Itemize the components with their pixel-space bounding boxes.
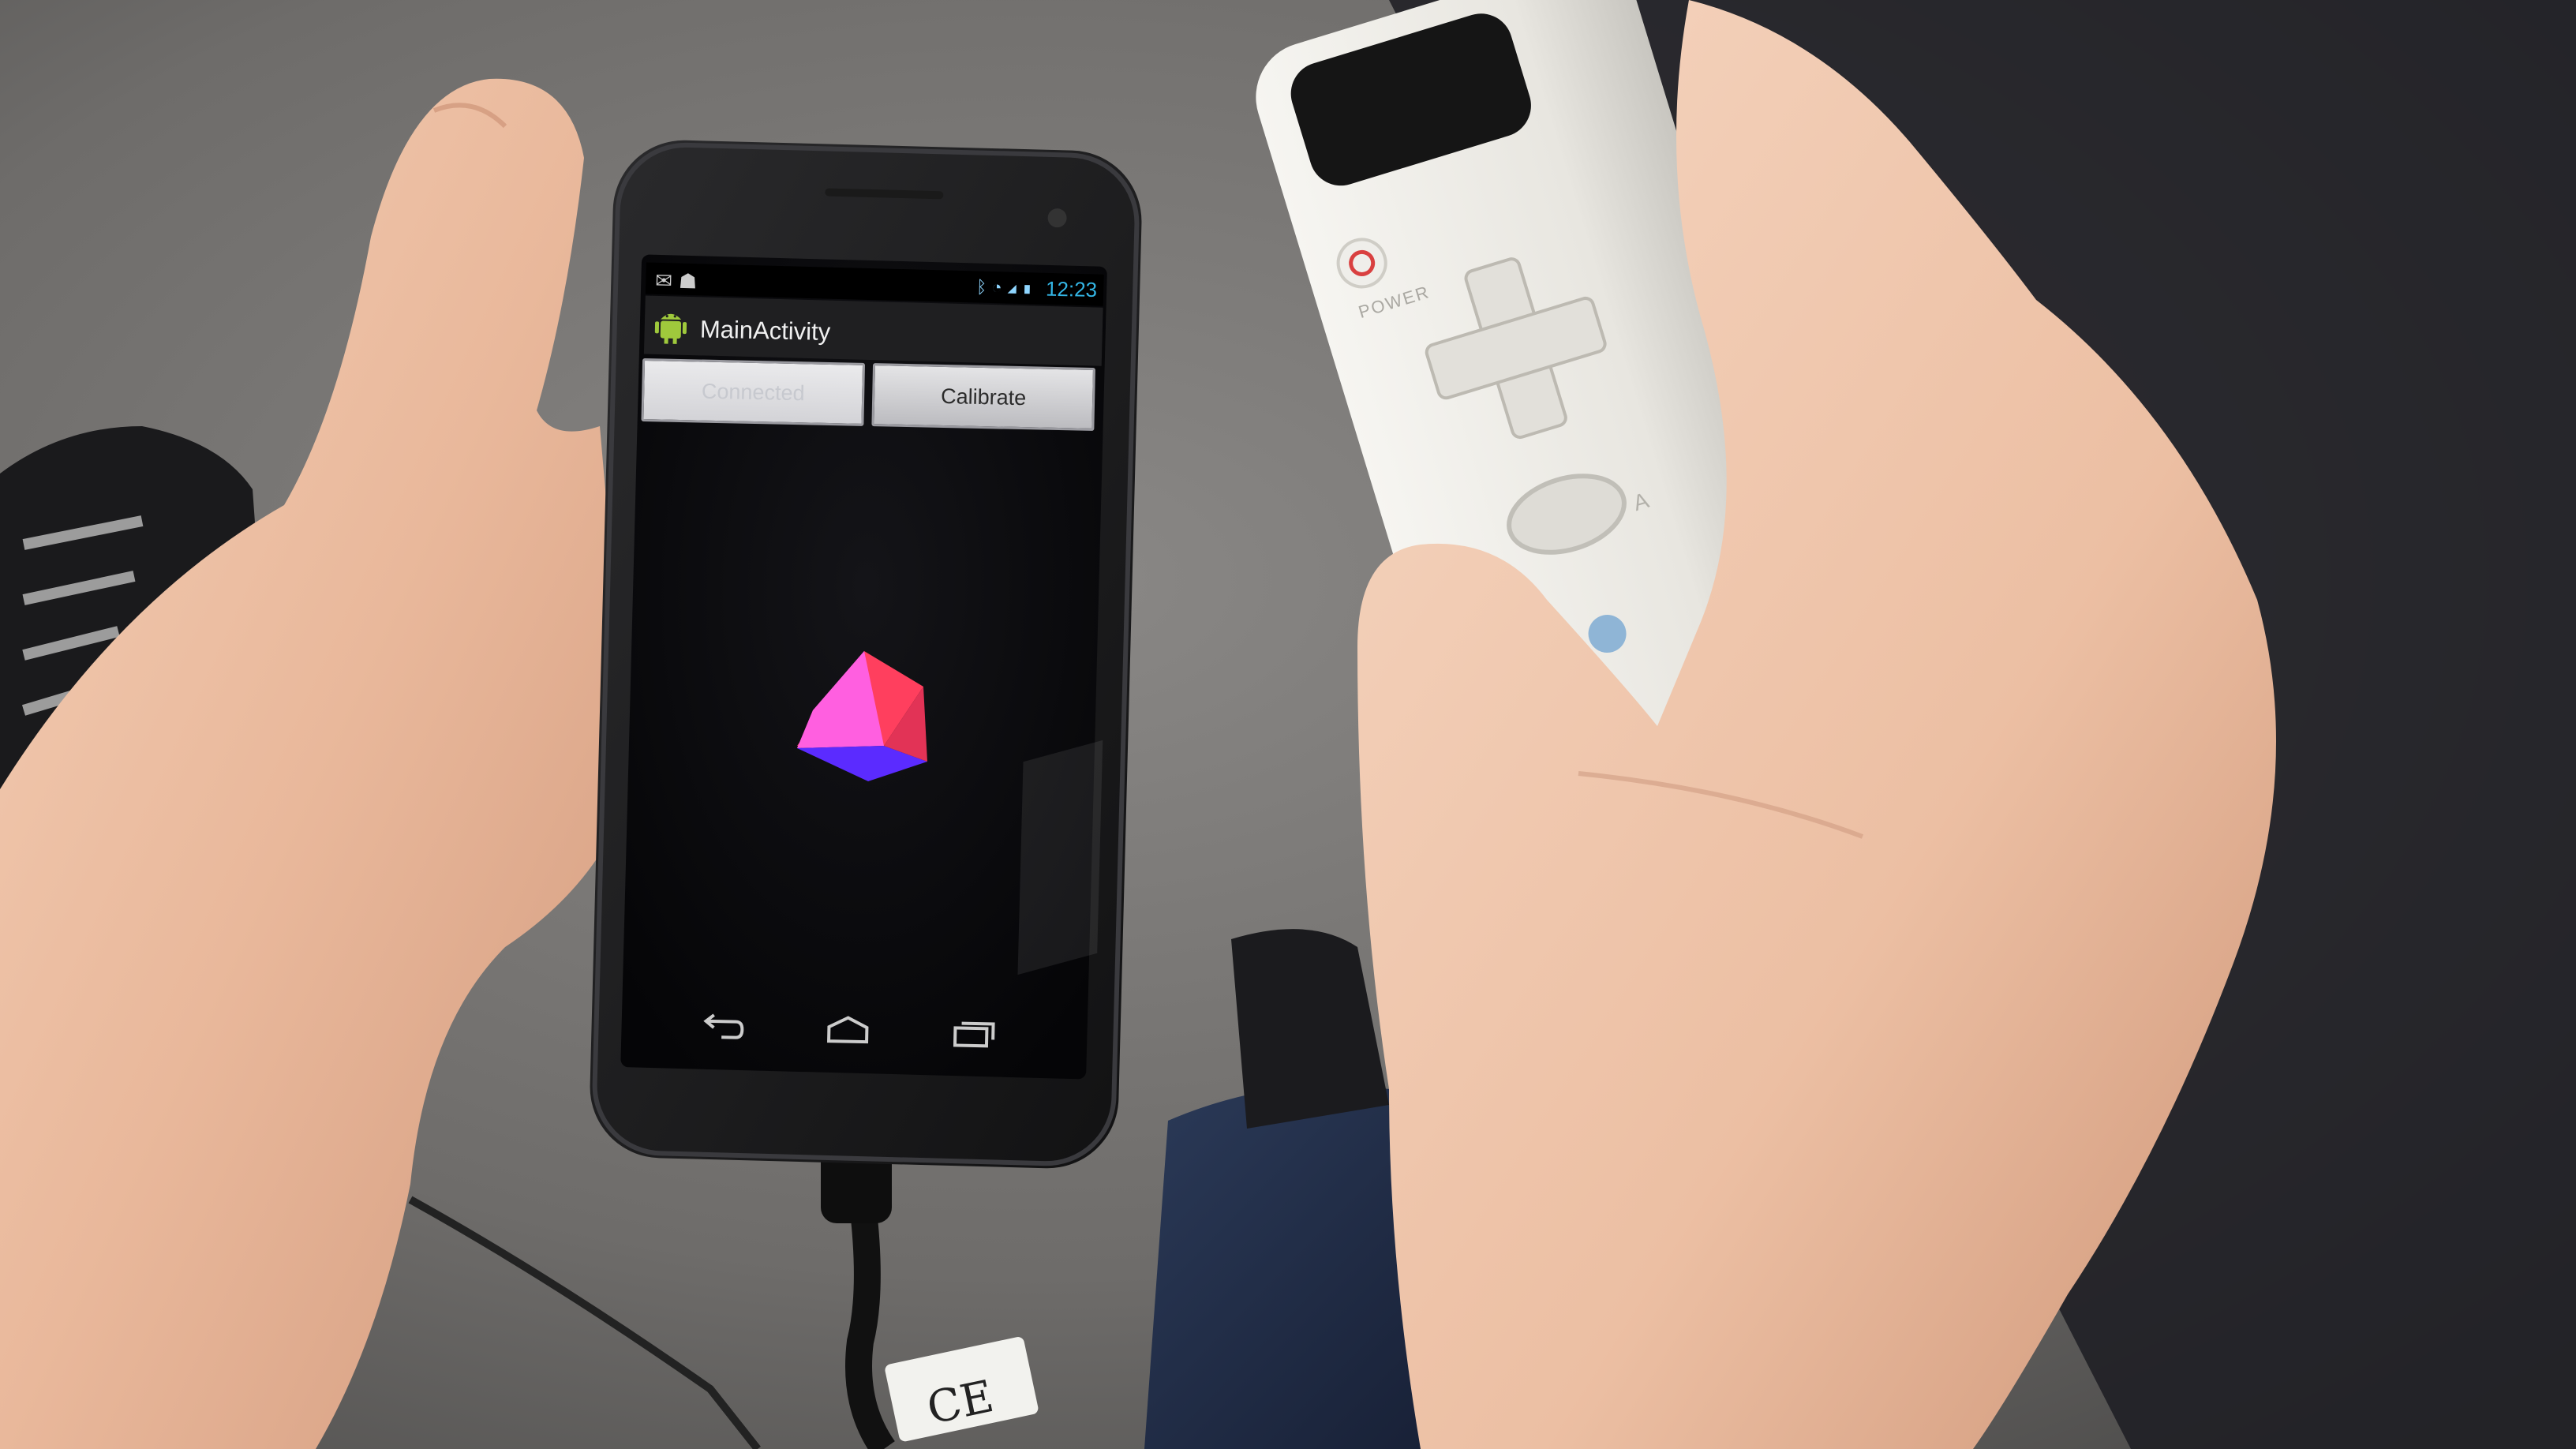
bluetooth-icon: ᛒ (975, 276, 992, 298)
app-title: MainActivity (699, 315, 831, 346)
android-debug-icon: ☗ (678, 268, 704, 294)
ce-tag (885, 1337, 1039, 1442)
cube-face-bottom (797, 746, 927, 781)
calibrate-button[interactable]: Calibrate (871, 363, 1096, 431)
gmail-icon: ✉ (654, 268, 680, 293)
dpad (1425, 257, 1607, 440)
android-screen: ✉☗ ᛒ◔◢▮ 12:23 MainActivity Connected Cal… (626, 260, 1105, 1073)
hand-crease (1578, 771, 1864, 839)
battery-charging-icon: ▮ (1021, 278, 1038, 298)
thumb-crease (432, 103, 507, 129)
sneaker-right (1231, 929, 1389, 1129)
wifi-icon: ◔ (991, 277, 1007, 298)
recent-apps-icon[interactable] (950, 1012, 998, 1052)
notification-icons: ✉☗ (655, 268, 704, 294)
status-bar: ✉☗ ᛒ◔◢▮ 12:23 (650, 267, 1101, 303)
earpiece (825, 188, 944, 200)
front-camera (1047, 208, 1067, 228)
wiimote (1256, 0, 1841, 817)
action-bar: MainActivity (647, 303, 1101, 361)
a-button (1507, 474, 1627, 555)
navigation-bar (674, 1006, 1022, 1058)
cube-face-side (884, 687, 927, 762)
left-hand (0, 78, 631, 1449)
cable-2 (408, 1196, 761, 1449)
ir-sensor (1290, 13, 1531, 186)
clock: 12:23 (1045, 276, 1098, 302)
signal-icon: ◢ (1006, 277, 1023, 298)
back-icon[interactable] (698, 1007, 746, 1047)
shoelaces (21, 515, 144, 716)
connected-button[interactable]: Connected (641, 358, 866, 426)
cube-face-left (797, 651, 884, 748)
home-icon[interactable] (824, 1009, 872, 1050)
3d-cube (797, 651, 927, 781)
system-icons: ᛒ◔◢▮ (976, 277, 1037, 299)
right-hand (1357, 0, 2276, 1449)
android-robot-icon (654, 313, 687, 344)
button-row: Connected Calibrate (641, 358, 1100, 432)
power-button (1336, 238, 1387, 289)
home-button (1588, 615, 1627, 653)
